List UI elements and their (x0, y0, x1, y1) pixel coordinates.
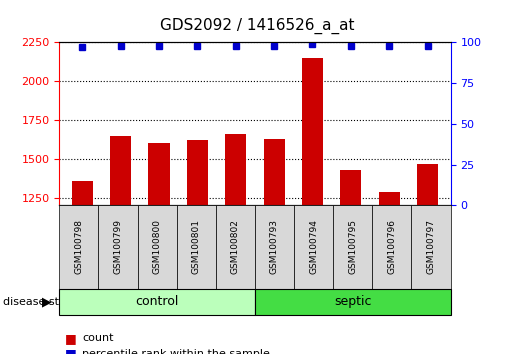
Bar (302, 58, 323, 354)
Text: GSM100798: GSM100798 (74, 219, 83, 274)
Text: GSM100795: GSM100795 (348, 219, 357, 274)
Bar (264, 139, 285, 354)
Text: GSM100793: GSM100793 (270, 219, 279, 274)
Text: GDS2092 / 1416526_a_at: GDS2092 / 1416526_a_at (160, 18, 355, 34)
Text: GSM100796: GSM100796 (387, 219, 397, 274)
Bar (148, 143, 169, 354)
Bar (417, 164, 438, 354)
Bar (72, 181, 93, 354)
Text: GSM100801: GSM100801 (192, 219, 201, 274)
Text: ■: ■ (64, 348, 76, 354)
Text: ■: ■ (64, 332, 76, 344)
Bar (110, 136, 131, 354)
Text: disease state: disease state (3, 297, 77, 307)
Text: GSM100802: GSM100802 (231, 219, 240, 274)
Bar (379, 192, 400, 354)
Text: septic: septic (334, 295, 371, 308)
Text: percentile rank within the sample: percentile rank within the sample (82, 349, 270, 354)
Text: GSM100797: GSM100797 (426, 219, 436, 274)
Bar (340, 170, 362, 354)
Text: ▶: ▶ (42, 295, 51, 308)
Bar (225, 134, 246, 354)
Text: GSM100800: GSM100800 (152, 219, 162, 274)
Text: GSM100799: GSM100799 (113, 219, 123, 274)
Text: GSM100794: GSM100794 (309, 219, 318, 274)
Text: control: control (135, 295, 179, 308)
Bar (187, 140, 208, 354)
Text: count: count (82, 333, 114, 343)
